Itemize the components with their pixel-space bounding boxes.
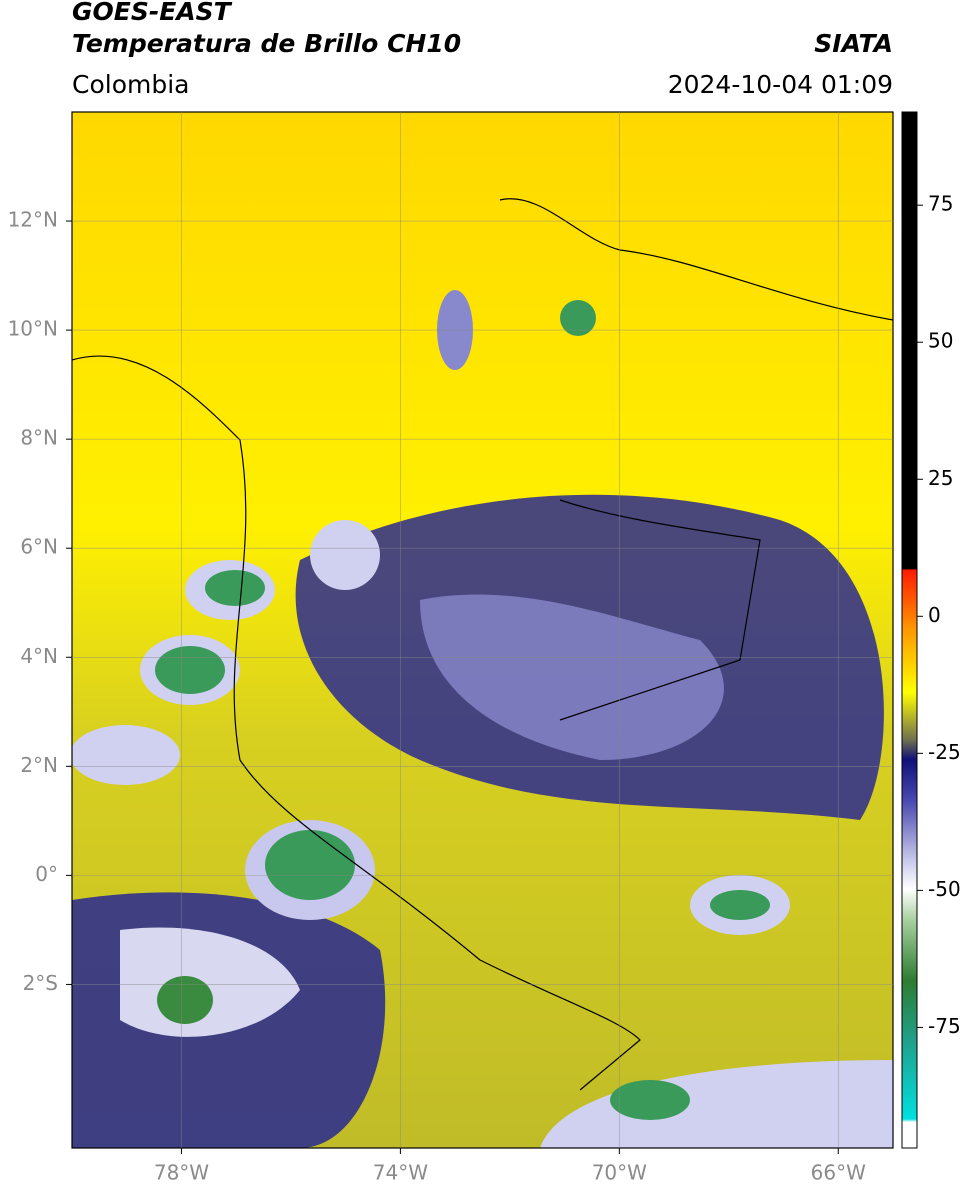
colorbar bbox=[901, 111, 918, 1149]
colorbar-tick-label: 75 bbox=[928, 192, 953, 216]
title: GOES-EAST bbox=[72, 0, 233, 26]
colorbar-tick-label: 50 bbox=[928, 329, 953, 353]
y-tick-label: 4°N bbox=[20, 644, 58, 668]
y-tick-label: 12°N bbox=[8, 208, 58, 232]
colorbar-tick-label: -25 bbox=[928, 740, 961, 764]
x-tick-label: 66°W bbox=[811, 1161, 866, 1185]
colorbar-tick-label: -50 bbox=[928, 877, 961, 901]
region: Colombia bbox=[72, 70, 189, 99]
colorbar-tick-label: 0 bbox=[928, 603, 941, 627]
colorbar-tick-label: 25 bbox=[928, 466, 953, 490]
map-frame bbox=[71, 111, 894, 1149]
subtitle: Temperatura de Brillo CH10 bbox=[72, 29, 461, 58]
brand: SIATA bbox=[814, 29, 893, 58]
y-tick-label: 0° bbox=[35, 862, 58, 886]
x-tick-label: 70°W bbox=[592, 1161, 647, 1185]
y-tick-label: 6°N bbox=[20, 535, 58, 559]
y-tick-label: 8°N bbox=[20, 426, 58, 450]
x-tick-label: 74°W bbox=[373, 1161, 428, 1185]
colorbar-tick-label: -75 bbox=[928, 1014, 961, 1038]
timestamp: 2024-10-04 01:09 bbox=[668, 70, 893, 99]
y-tick-label: 2°S bbox=[23, 971, 58, 995]
imagery bbox=[72, 112, 893, 1148]
y-tick-label: 2°N bbox=[20, 753, 58, 777]
x-tick-label: 78°W bbox=[154, 1161, 209, 1185]
y-tick-label: 10°N bbox=[8, 317, 58, 341]
